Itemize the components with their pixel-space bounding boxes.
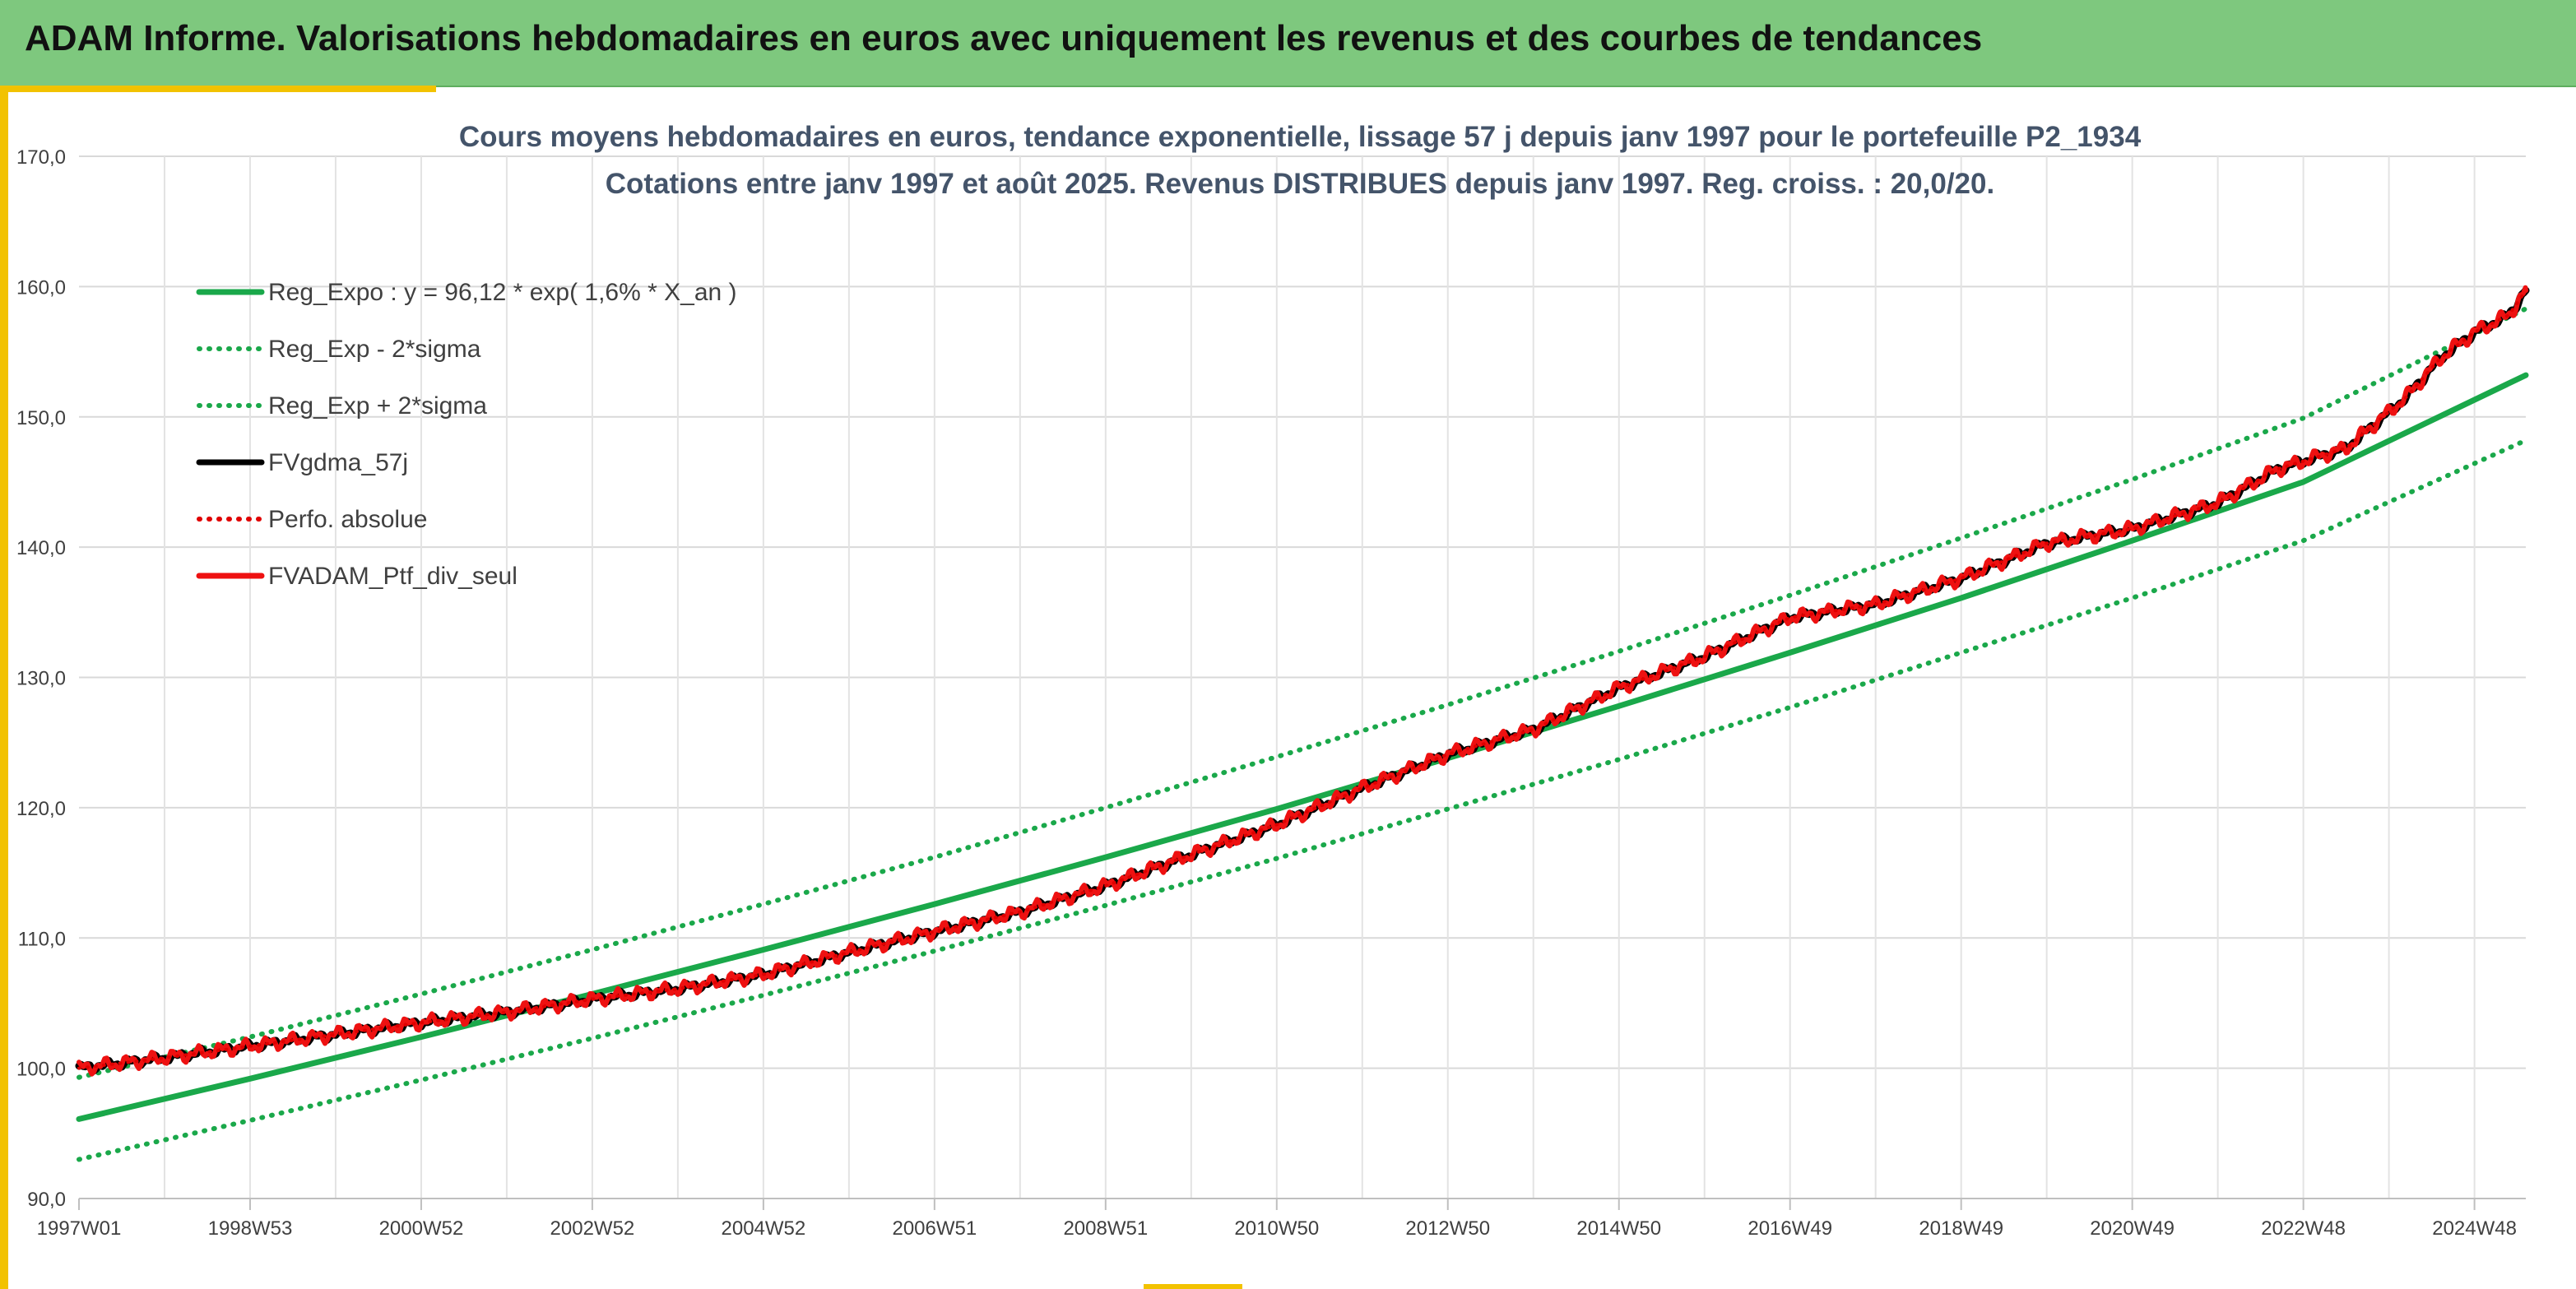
x-tick-label: 2010W50 — [1234, 1217, 1319, 1240]
series-lines — [75, 285, 2530, 1162]
legend-label: Reg_Exp - 2*sigma — [268, 336, 481, 363]
legend-label: FVADAM_Ptf_div_seul — [268, 563, 518, 590]
x-tick-label: 2016W49 — [1748, 1217, 1832, 1240]
chart-title-line1: Cours moyens hebdomadaires en euros, ten… — [459, 121, 2142, 153]
legend-label: Perfo. absolue — [268, 506, 427, 533]
legend-label: FVgdma_57j — [268, 449, 408, 476]
header-banner: ADAM Informe. Valorisations hebdomadaire… — [0, 0, 2576, 87]
x-tick-label: 2024W48 — [2432, 1217, 2517, 1240]
x-axis-ticks: 1997W01 1998W53 2000W52 2002W52 2004W52 2006W… — [37, 1199, 2517, 1240]
frame-accent-bottom — [1144, 1284, 1242, 1289]
y-tick-label: 100,0 — [16, 1059, 66, 1081]
frame-accent-left — [0, 86, 8, 1289]
y-tick-label: 110,0 — [18, 928, 66, 950]
gridlines — [79, 155, 2526, 1199]
legend-label: Reg_Exp + 2*sigma — [268, 392, 487, 420]
y-tick-label: 160,0 — [16, 276, 66, 299]
legend: Reg_Expo : y = 96,12 * exp( 1,6% * X_an … — [196, 279, 737, 590]
y-tick-label: 150,0 — [16, 407, 66, 429]
x-tick-label: 2020W49 — [2090, 1217, 2175, 1240]
y-axis-ticks: 90,0 100,0 110,0 120,0 130,0 140,0 150,0 160,0 1… — [16, 146, 66, 1211]
x-tick-label: 1998W53 — [208, 1217, 293, 1240]
x-tick-label: 2006W51 — [892, 1217, 977, 1240]
y-tick-label: 90,0 — [27, 1189, 66, 1211]
series-line-1 — [77, 438, 2528, 1162]
x-tick-label: 2012W50 — [1405, 1217, 1490, 1240]
y-tick-label: 170,0 — [16, 146, 66, 169]
x-tick-label: 2002W52 — [550, 1217, 635, 1240]
x-tick-label: 2000W52 — [379, 1217, 464, 1240]
x-tick-label: 2008W51 — [1063, 1217, 1148, 1240]
y-tick-label: 130,0 — [16, 668, 66, 690]
x-tick-label: 2018W49 — [1919, 1217, 2003, 1240]
series-line-4 — [77, 289, 2527, 1070]
y-tick-label: 140,0 — [16, 537, 66, 559]
x-tick-label: 2004W52 — [722, 1217, 806, 1240]
x-tick-label: 2022W48 — [2261, 1217, 2346, 1240]
legend-label: Reg_Expo : y = 96,12 * exp( 1,6% * X_an … — [268, 279, 737, 306]
x-tick-label: 2014W50 — [1576, 1217, 1661, 1240]
y-tick-label: 120,0 — [16, 798, 66, 820]
frame-accent-top — [0, 86, 436, 92]
series-line-2 — [77, 306, 2528, 1080]
page-title: ADAM Informe. Valorisations hebdomadaire… — [25, 18, 1983, 58]
series-line-5 — [77, 285, 2528, 1077]
chart-title-line2: Cotations entre janv 1997 et août 2025. … — [606, 168, 1994, 200]
x-tick-label: 1997W01 — [37, 1217, 122, 1240]
series-line-0 — [76, 372, 2529, 1122]
